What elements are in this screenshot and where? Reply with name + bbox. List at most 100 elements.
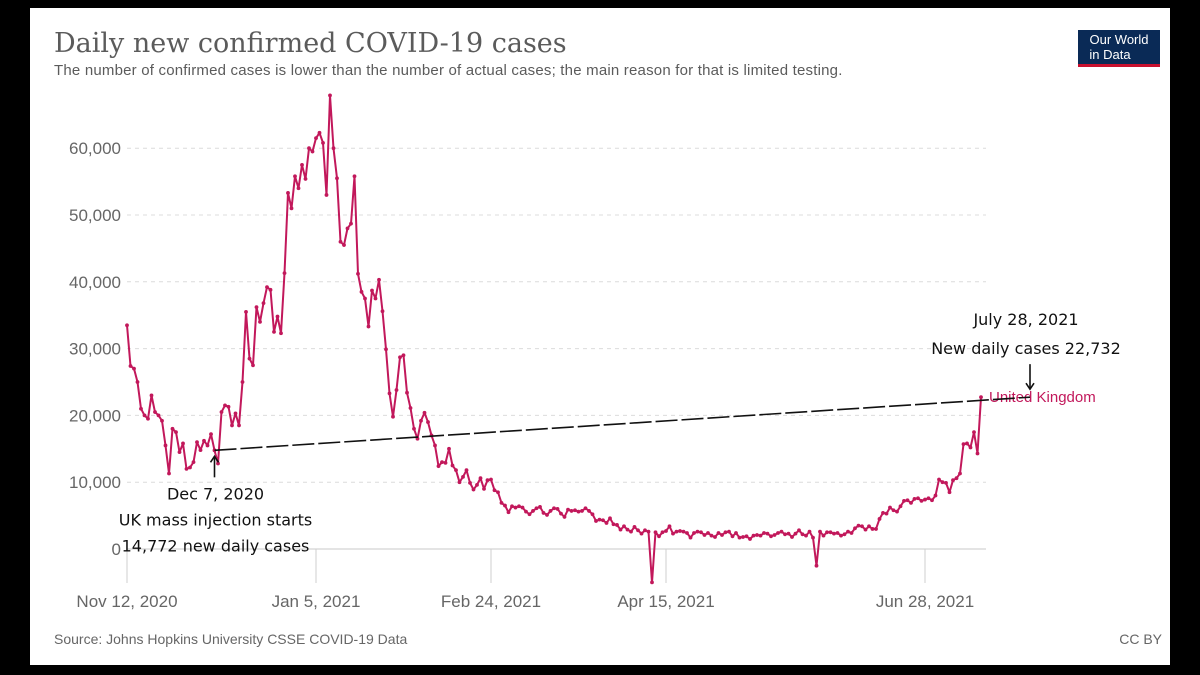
data-point <box>741 535 745 539</box>
data-point <box>170 426 175 431</box>
data-point <box>163 443 168 448</box>
data-point <box>261 301 266 306</box>
data-point <box>209 432 213 437</box>
data-point <box>674 529 679 534</box>
data-point <box>839 533 843 538</box>
data-point <box>233 411 238 416</box>
data-point <box>370 288 374 293</box>
data-point <box>440 460 444 465</box>
x-tick-label: Apr 15, 2021 <box>617 592 714 611</box>
data-point <box>758 533 763 538</box>
data-point <box>793 531 798 536</box>
data-point <box>244 309 248 314</box>
y-tick-label: 60,000 <box>69 139 121 158</box>
data-point <box>874 527 878 531</box>
data-point <box>268 287 273 292</box>
data-point <box>751 533 756 538</box>
owid-logo: Our World in Data <box>1078 30 1160 67</box>
data-point <box>405 390 409 395</box>
annotation-start-line-3: 14,772 new daily cases <box>122 536 310 555</box>
data-point <box>618 527 623 532</box>
data-point <box>657 534 661 539</box>
x-tick-label: Nov 12, 2020 <box>76 592 177 611</box>
data-point <box>293 174 297 179</box>
x-tick-label: Jan 5, 2021 <box>272 592 361 611</box>
data-point <box>832 531 836 536</box>
data-point <box>737 535 742 540</box>
data-point <box>744 534 749 539</box>
annotation-start-line-2: UK mass injection starts <box>119 510 312 529</box>
data-point <box>513 505 518 510</box>
data-point <box>566 507 570 512</box>
data-point <box>895 509 899 514</box>
data-point <box>205 443 210 448</box>
data-point <box>478 476 483 481</box>
source-note: Source: Johns Hopkins University CSSE CO… <box>54 631 407 647</box>
data-point <box>506 510 511 515</box>
data-point <box>541 511 546 515</box>
data-point <box>608 516 612 521</box>
data-point <box>457 480 462 485</box>
data-point <box>366 324 371 329</box>
data-point <box>296 186 301 191</box>
data-point <box>279 331 283 336</box>
data-point <box>790 535 794 539</box>
data-point <box>272 330 276 334</box>
data-point <box>695 529 700 534</box>
data-point <box>314 136 318 141</box>
data-point <box>769 534 773 539</box>
data-point <box>863 527 868 532</box>
y-tick-label: 0 <box>112 540 121 559</box>
owid-logo-line2: in Data <box>1089 47 1131 62</box>
data-point <box>968 445 973 450</box>
data-point <box>230 423 234 428</box>
data-point <box>860 524 864 529</box>
data-point <box>384 347 388 352</box>
data-point <box>394 388 399 392</box>
data-point <box>811 535 815 540</box>
data-point <box>783 532 787 537</box>
data-point <box>653 530 658 535</box>
data-point <box>482 486 486 491</box>
data-point <box>870 527 875 531</box>
data-point <box>699 530 703 535</box>
data-point <box>142 413 147 418</box>
data-point <box>496 490 500 495</box>
data-point <box>317 130 322 135</box>
data-point <box>202 438 206 443</box>
data-point <box>174 430 178 434</box>
data-point <box>289 206 294 211</box>
data-point <box>468 480 472 485</box>
data-point <box>902 499 906 503</box>
data-point <box>730 534 735 539</box>
data-point <box>772 533 777 537</box>
data-point <box>450 463 455 468</box>
data-point <box>177 450 182 455</box>
data-point <box>650 580 654 585</box>
data-point <box>933 493 938 498</box>
data-point <box>426 420 430 424</box>
data-point <box>160 418 164 423</box>
data-point <box>597 517 602 522</box>
data-point <box>345 226 350 231</box>
data-point <box>422 410 427 415</box>
x-axis: Nov 12, 2020 Jan 5, 2021 Feb 24, 2021 Apr 1… <box>76 549 974 611</box>
y-grid <box>127 147 986 550</box>
data-point <box>300 163 304 167</box>
annotation-arrowhead <box>209 454 220 463</box>
data-point <box>604 521 609 525</box>
data-point <box>531 509 535 513</box>
data-point <box>156 413 161 418</box>
data-point <box>734 531 738 535</box>
data-point <box>265 285 269 290</box>
y-tick-label: 40,000 <box>69 273 121 292</box>
owid-logo-line1: Our World <box>1090 32 1149 47</box>
data-point <box>867 524 871 529</box>
data-point <box>555 507 560 511</box>
data-point <box>191 460 196 465</box>
data-point <box>720 533 724 537</box>
data-point <box>352 174 357 179</box>
data-point <box>706 531 710 535</box>
data-point <box>755 533 759 537</box>
data-point <box>377 277 381 282</box>
